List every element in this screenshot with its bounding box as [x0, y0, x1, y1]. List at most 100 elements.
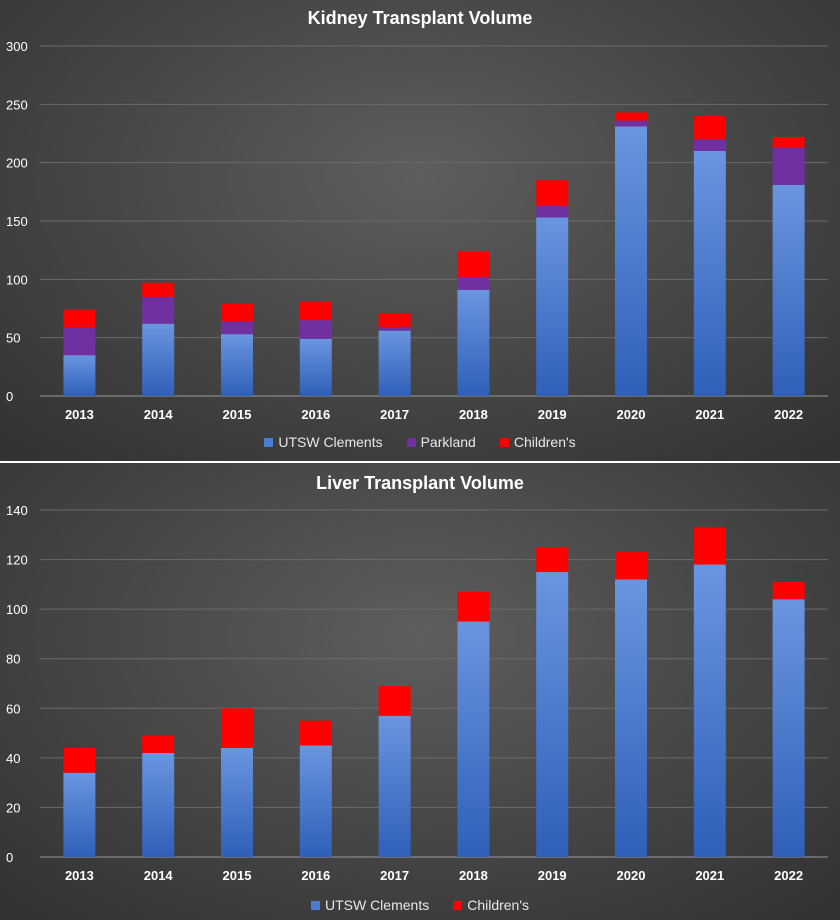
liver-chart-panel: Liver Transplant Volume 0 20 40 60 80 100 120 1… [0, 463, 840, 920]
x-tick-label: 2022 [774, 868, 803, 883]
bar-utsw-2022 [772, 599, 805, 857]
x-tick-label: 2022 [774, 407, 803, 422]
kidney-chart-panel: Kidney Transplant Volume 0 50 100 150 200 250… [0, 0, 840, 461]
y-tick-label: 80 [6, 652, 20, 667]
bar-utsw-2021 [693, 564, 726, 857]
bar-parkland-2019 [536, 205, 569, 218]
y-tick-label: 40 [6, 751, 20, 766]
y-tick-label: 60 [6, 701, 20, 716]
bar-utsw-2019 [536, 571, 569, 857]
bar-utsw-2018 [457, 621, 490, 857]
liver-chart-title: Liver Transplant Volume [316, 473, 524, 493]
y-tick-label: 100 [6, 602, 28, 617]
legend-label-parkland: Parkland [420, 434, 476, 450]
bar-utsw-2021 [693, 151, 726, 396]
bar-childrens-2014 [142, 282, 175, 297]
x-tick-label: 2014 [144, 868, 174, 883]
bar-parkland-2017 [378, 327, 411, 331]
bar-utsw-2019 [536, 217, 569, 396]
y-tick-label: 250 [6, 97, 28, 112]
legend-item-childrens: Children's [499, 434, 576, 450]
bar-parkland-2014 [142, 296, 175, 324]
bar-utsw-2016 [299, 745, 332, 857]
bar-utsw-2017 [378, 330, 411, 396]
y-tick-label: 100 [6, 272, 28, 287]
x-tick-label: 2018 [459, 868, 488, 883]
bar-parkland-2016 [299, 320, 332, 339]
bar-childrens-2021 [693, 527, 726, 565]
kidney-chart-title: Kidney Transplant Volume [307, 8, 533, 28]
bar-utsw-2013 [63, 355, 96, 396]
bar-childrens-2018 [457, 591, 490, 622]
bar-parkland-2021 [693, 139, 726, 151]
x-tick-label: 2013 [65, 407, 94, 422]
x-tick-label: 2016 [301, 407, 330, 422]
bar-utsw-2017 [378, 715, 411, 857]
x-tick-label: 2020 [617, 868, 646, 883]
bar-utsw-2020 [615, 126, 647, 396]
bar-childrens-2022 [772, 581, 805, 600]
bar-childrens-2013 [63, 747, 96, 773]
bar-childrens-2020 [615, 552, 647, 580]
x-tick-label: 2021 [695, 868, 724, 883]
legend-label-utsw: UTSW Clements [278, 434, 383, 450]
bar-utsw-2015 [221, 334, 253, 396]
bar-childrens-2016 [299, 301, 332, 321]
bar-childrens-2020 [615, 112, 647, 121]
y-tick-label: 300 [6, 39, 28, 54]
bar-parkland-2013 [63, 327, 96, 356]
bar-utsw-2016 [299, 338, 332, 396]
kidney-chart-legend: UTSW Clements Parkland Children's [0, 434, 840, 450]
bar-utsw-2015 [221, 747, 253, 857]
x-tick-label: 2019 [538, 407, 567, 422]
bar-utsw-2014 [142, 752, 175, 857]
bar-childrens-2015 [221, 708, 253, 748]
bar-childrens-2014 [142, 735, 175, 753]
x-tick-label: 2015 [223, 868, 252, 883]
bar-childrens-2018 [457, 251, 490, 277]
x-tick-label: 2017 [380, 407, 409, 422]
bar-childrens-2022 [772, 137, 805, 148]
y-tick-label: 20 [6, 800, 20, 815]
bar-childrens-2021 [693, 116, 726, 140]
bar-utsw-2020 [615, 579, 647, 857]
legend-label-childrens: Children's [467, 897, 530, 913]
bar-childrens-2017 [378, 685, 411, 716]
x-tick-label: 2020 [617, 407, 646, 422]
y-tick-label: 50 [6, 331, 20, 346]
legend-label-childrens: Children's [513, 434, 576, 450]
bar-parkland-2015 [221, 321, 253, 335]
kidney-chart-plot: 0 50 100 150 200 250 300 2013 2014 2015 2016 2017 20… [6, 39, 828, 422]
x-tick-label: 2015 [223, 407, 252, 422]
bar-childrens-2019 [536, 547, 569, 572]
legend-swatch-parkland [406, 437, 416, 447]
bar-utsw-2014 [142, 323, 175, 396]
bar-childrens-2016 [299, 720, 332, 746]
legend-swatch-childrens [499, 437, 509, 447]
bar-utsw-2022 [772, 184, 805, 396]
liver-chart-legend: UTSW Clements Children's [0, 897, 840, 913]
legend-item-parkland: Parkland [406, 434, 476, 450]
x-tick-label: 2018 [459, 407, 488, 422]
bar-childrens-2017 [378, 313, 411, 328]
y-tick-label: 150 [6, 214, 28, 229]
y-tick-label: 0 [6, 850, 13, 865]
x-tick-label: 2013 [65, 868, 94, 883]
legend-swatch-utsw [264, 437, 274, 447]
bar-utsw-2018 [457, 289, 490, 396]
bar-parkland-2020 [615, 120, 647, 127]
legend-label-utsw: UTSW Clements [324, 897, 430, 913]
y-tick-label: 140 [6, 503, 28, 518]
bar-childrens-2015 [221, 303, 253, 322]
bar-parkland-2018 [457, 277, 490, 290]
bar-childrens-2019 [536, 180, 569, 206]
y-tick-label: 120 [6, 553, 28, 568]
legend-item-utsw: UTSW Clements [310, 897, 430, 913]
y-tick-label: 200 [6, 156, 28, 171]
legend-swatch-utsw [310, 900, 320, 910]
x-tick-label: 2019 [538, 868, 567, 883]
bar-childrens-2013 [63, 309, 96, 328]
legend-swatch-childrens [453, 900, 463, 910]
bar-parkland-2022 [772, 147, 805, 185]
liver-chart-plot: 0 20 40 60 80 100 120 140 2013 2014 2015 2016 2017 20… [6, 503, 828, 883]
